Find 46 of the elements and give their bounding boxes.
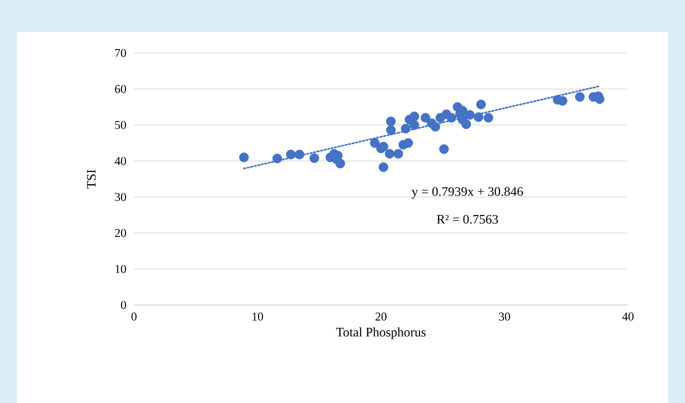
annotation: R² = 0.7563 [436,214,498,224]
point [294,150,304,160]
x-tick-label: 30 [499,312,510,321]
point [430,122,440,132]
x-axis-title: Total Phosphorus [336,327,426,340]
point [386,116,396,126]
point [400,124,411,134]
point [439,144,449,154]
point [403,138,413,148]
point [476,100,486,110]
point [461,119,472,130]
x-tick-label: 0 [131,312,137,321]
point [484,113,494,123]
point [239,152,249,162]
point [272,154,282,164]
point [378,142,388,152]
y-tick-label: 40 [114,156,126,166]
y-tick-label: 10 [116,264,126,274]
point [420,113,430,123]
point [384,149,394,159]
point [310,153,320,163]
point [335,158,346,168]
point [386,125,396,135]
point [370,138,380,148]
x-tick-label: 40 [622,312,634,321]
point [575,92,585,102]
x-tick-label: 10 [252,312,264,321]
point [410,120,420,130]
point [378,162,388,172]
y-tick-label: 0 [120,300,126,310]
point [446,113,456,123]
y-tick-label: 70 [115,48,126,58]
y-tick-label: 20 [115,228,126,238]
y-tick-label: 30 [115,192,126,202]
point [474,112,484,122]
point [465,110,475,120]
point [410,112,420,122]
y-tick-label: 50 [115,120,126,130]
point [393,149,404,159]
y-axis-title: TSI [86,170,96,188]
point [558,96,568,106]
point [286,150,296,160]
point [594,94,604,104]
y-tick-label: 60 [115,84,126,94]
annotation: y = 0.7939x + 30.846 [412,187,523,199]
x-tick-label: 20 [376,312,387,321]
